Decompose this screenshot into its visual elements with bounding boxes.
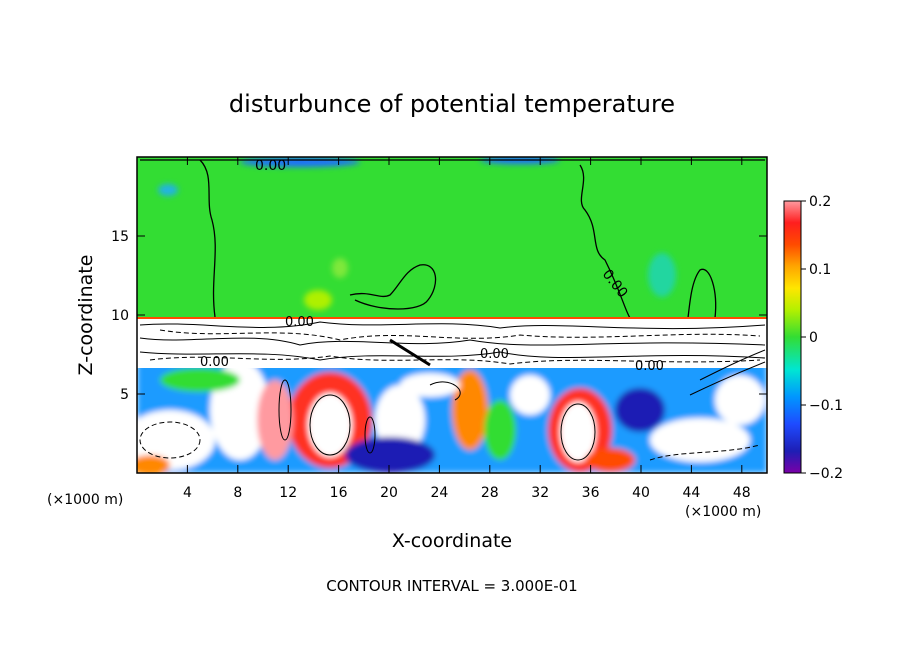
contour-line bbox=[699, 349, 766, 381]
x-tick-label: 36 bbox=[582, 485, 600, 501]
x-tick-label: 32 bbox=[531, 485, 549, 501]
colorbar-tick-label: 0.2 bbox=[809, 194, 831, 210]
contour-line bbox=[364, 416, 376, 454]
color-blob bbox=[650, 418, 750, 462]
contour-line bbox=[139, 421, 201, 459]
upper-anomaly bbox=[158, 184, 178, 196]
contour-line bbox=[389, 338, 431, 367]
contour-line bbox=[687, 268, 717, 319]
y-axis-label: Z-coordinate bbox=[75, 255, 97, 376]
contour-line bbox=[579, 164, 631, 319]
chart-title: disturbunce of potential temperature bbox=[229, 90, 675, 118]
contour-line bbox=[139, 321, 766, 330]
upper-anomaly bbox=[304, 290, 332, 310]
x-tick-label: 12 bbox=[279, 485, 297, 501]
colorbar-tick-label: −0.2 bbox=[809, 466, 843, 482]
x-unit-right: (×1000 m) bbox=[685, 504, 761, 520]
x-tick-label: 4 bbox=[183, 485, 192, 501]
color-blob bbox=[137, 455, 170, 473]
x-unit-left: (×1000 m) bbox=[47, 492, 123, 508]
color-blob bbox=[257, 380, 293, 460]
color-blob bbox=[715, 375, 765, 425]
contour-line bbox=[429, 381, 461, 401]
color-blob bbox=[585, 448, 635, 472]
colorbar-tick-label: 0.1 bbox=[809, 262, 831, 278]
contour-line bbox=[149, 355, 761, 365]
contour-line bbox=[139, 351, 766, 361]
upper-anomaly bbox=[648, 253, 676, 297]
contour-line bbox=[349, 264, 437, 310]
color-blob bbox=[484, 400, 516, 460]
y-tick-label: 15 bbox=[111, 229, 129, 245]
colorbar bbox=[783, 200, 802, 474]
x-tick-label: 20 bbox=[380, 485, 398, 501]
contour-line bbox=[649, 444, 761, 461]
color-blob bbox=[560, 402, 596, 462]
y-tick-label: 5 bbox=[120, 387, 129, 403]
color-blob bbox=[308, 393, 352, 457]
color-blob bbox=[615, 388, 665, 432]
colorbar-tick-label: 0 bbox=[809, 330, 818, 346]
contour-label: 0.00 bbox=[635, 359, 664, 374]
x-tick-label: 48 bbox=[733, 485, 751, 501]
color-blob bbox=[452, 370, 488, 450]
contour-interval-footer: CONTOUR INTERVAL = 3.000E-01 bbox=[326, 577, 577, 595]
color-blob bbox=[510, 375, 550, 415]
x-tick-label: 24 bbox=[430, 485, 448, 501]
plot-area: 0.00 0.00 0.00 0.00 0.00 0.00 bbox=[137, 157, 767, 473]
color-blob bbox=[160, 368, 240, 392]
contour-label: 0.00 bbox=[255, 158, 286, 174]
contour-label: 0.00 bbox=[285, 315, 314, 330]
x-tick-label: 28 bbox=[481, 485, 499, 501]
upper-anomaly bbox=[332, 258, 348, 278]
upper-uniform-region bbox=[137, 157, 767, 318]
contour-label: 0.00 bbox=[480, 347, 509, 362]
contour-line bbox=[139, 337, 766, 346]
contour-line bbox=[199, 159, 216, 318]
x-tick-label: 16 bbox=[330, 485, 348, 501]
color-blob bbox=[137, 410, 215, 470]
colorbar-tick-label: −0.1 bbox=[809, 398, 843, 414]
contour-line bbox=[560, 403, 596, 461]
contour-line bbox=[278, 379, 292, 441]
x-tick-label: 40 bbox=[632, 485, 650, 501]
color-blob bbox=[345, 437, 435, 473]
contour-line bbox=[689, 361, 766, 396]
contour-line bbox=[309, 394, 351, 456]
colorbar-ticks: −0.2 −0.1 0 0.1 0.2 bbox=[801, 194, 843, 482]
contour-label: 0.00 bbox=[200, 355, 229, 370]
x-tick-label: 44 bbox=[682, 485, 700, 501]
x-tick-label: 8 bbox=[233, 485, 242, 501]
y-tick-label: 10 bbox=[111, 308, 129, 324]
contour-line bbox=[159, 329, 761, 341]
x-axis-label: X-coordinate bbox=[392, 530, 512, 552]
